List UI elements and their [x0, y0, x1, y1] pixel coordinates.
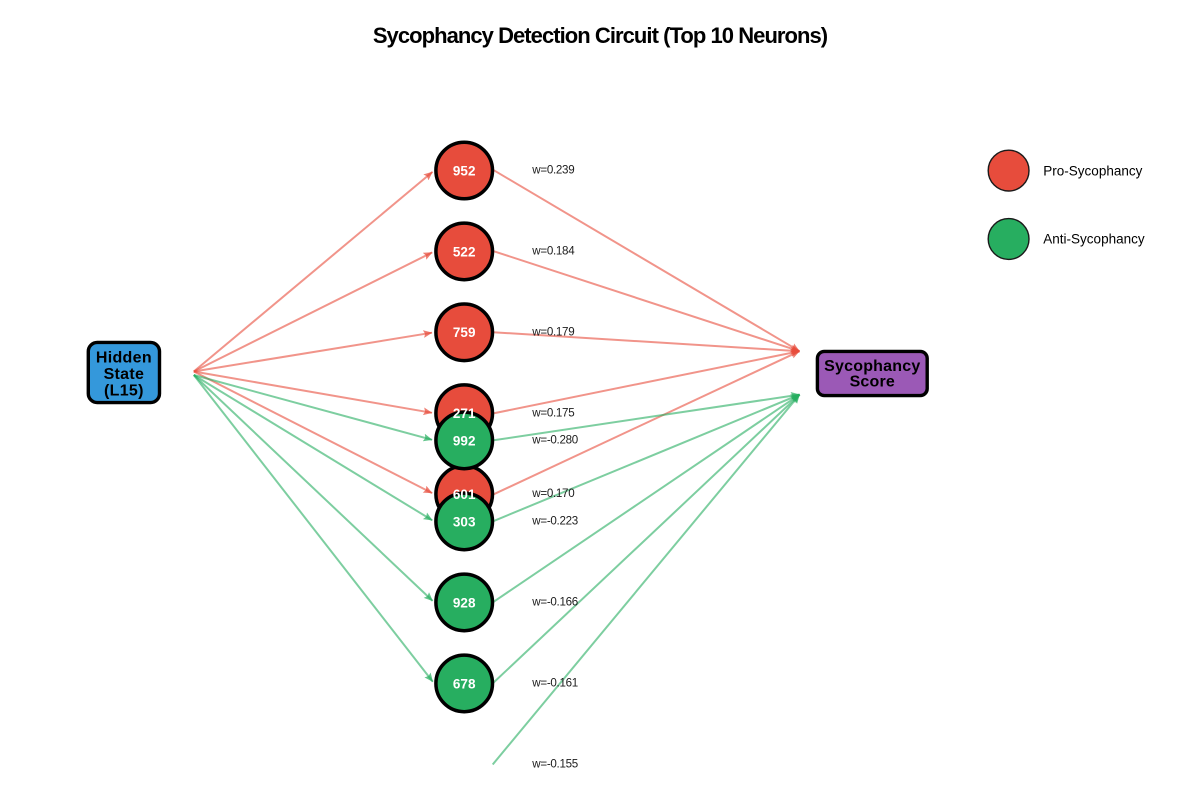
svg-text:952: 952 — [453, 163, 476, 178]
svg-text:w=0.179: w=0.179 — [531, 325, 574, 338]
svg-text:w=-0.223: w=-0.223 — [531, 515, 578, 528]
svg-text:992: 992 — [453, 433, 476, 448]
svg-text:271: 271 — [453, 406, 476, 421]
svg-text:w=-0.280: w=-0.280 — [531, 434, 578, 447]
svg-text:w=-0.161: w=-0.161 — [531, 677, 578, 690]
svg-text:(L15): (L15) — [104, 383, 144, 400]
svg-text:w=-0.166: w=-0.166 — [531, 596, 578, 609]
svg-text:w=0.170: w=0.170 — [531, 487, 574, 500]
svg-text:Pro-Sycophancy: Pro-Sycophancy — [1043, 163, 1142, 178]
svg-text:601: 601 — [453, 487, 476, 502]
svg-text:303: 303 — [453, 514, 476, 529]
svg-text:Hidden: Hidden — [96, 349, 152, 366]
svg-text:678: 678 — [453, 676, 476, 691]
svg-text:Score: Score — [850, 374, 895, 391]
svg-text:Sycophancy: Sycophancy — [824, 358, 920, 375]
svg-text:w=0.239: w=0.239 — [531, 164, 574, 177]
svg-text:State: State — [104, 366, 145, 383]
svg-text:Sycophancy Detection Circuit (: Sycophancy Detection Circuit (Top 10 Neu… — [373, 23, 828, 48]
svg-text:Anti-Sycophancy: Anti-Sycophancy — [1043, 232, 1145, 247]
svg-text:759: 759 — [453, 325, 476, 340]
svg-text:w=0.184: w=0.184 — [531, 245, 575, 258]
svg-text:522: 522 — [453, 244, 476, 259]
svg-text:w=-0.155: w=-0.155 — [531, 758, 578, 771]
svg-text:w=0.175: w=0.175 — [531, 406, 574, 419]
svg-text:928: 928 — [453, 595, 476, 610]
